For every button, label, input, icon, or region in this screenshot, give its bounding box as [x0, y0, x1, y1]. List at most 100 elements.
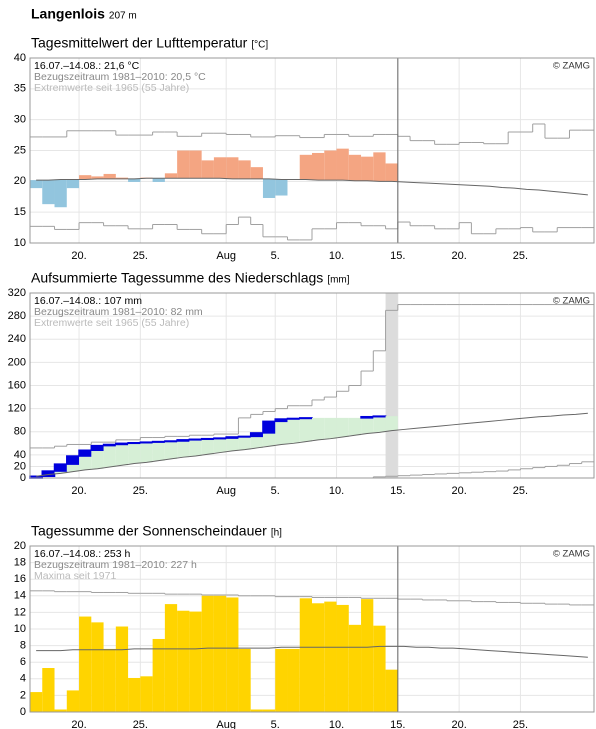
area-fill [361, 416, 374, 434]
x-tick-label: 20. [71, 485, 86, 497]
increment [274, 418, 289, 423]
bar [54, 709, 67, 712]
y-tick-label: 35 [14, 83, 26, 95]
x-tick-label: 20. [71, 719, 86, 729]
area-fill [128, 442, 141, 464]
bar [299, 154, 312, 180]
legend-entry: Bezugszeitraum 1981–2010: 20,5 °C [34, 71, 206, 83]
area-fill [103, 444, 116, 468]
x-tick-label: 10. [329, 485, 344, 497]
bar [177, 610, 190, 712]
y-tick-label: 160 [8, 379, 26, 391]
y-tick-label: 16 [14, 573, 26, 585]
x-tick-label: 20. [451, 250, 466, 262]
bar [213, 157, 227, 179]
x-tick-label: 25. [513, 250, 528, 262]
x-tick-label: 5. [271, 485, 280, 497]
legend-entry: Extremwerte seit 1965 (55 Jahre) [34, 317, 189, 329]
chart-unit: [°C] [251, 40, 268, 51]
y-tick-label: 6 [20, 656, 26, 668]
y-tick-label: 40 [14, 52, 26, 64]
copyright: © ZAMG [553, 296, 590, 307]
area-fill [275, 419, 288, 445]
y-tick-label: 12 [14, 606, 26, 618]
bar [189, 150, 202, 179]
y-tick-label: 120 [8, 403, 26, 415]
increment [127, 441, 142, 445]
chart-title: Tagesmittelwert der Lufttemperatur [31, 35, 248, 51]
y-tick-label: 10 [14, 237, 26, 249]
bar [115, 626, 129, 712]
y-tick-label: 0 [20, 472, 26, 484]
plot-border [29, 545, 595, 713]
reference-line [36, 177, 588, 196]
legend-entry: 16.07.–14.08.: 21,6 °C [34, 60, 140, 72]
bar [140, 676, 153, 712]
y-tick-label: 200 [8, 356, 26, 368]
legend-entry: Bezugszeitraum 1981–2010: 82 mm [34, 306, 203, 318]
y-tick-label: 8 [20, 640, 26, 652]
x-tick-label: 5. [271, 719, 280, 729]
increment [372, 415, 387, 418]
bar [361, 156, 374, 181]
increment [53, 463, 68, 472]
area-fill [115, 443, 129, 466]
y-tick-label: 0 [20, 706, 26, 718]
increment [78, 449, 93, 457]
bar [299, 598, 312, 712]
station-name: Langenlois [31, 6, 105, 22]
increment [188, 438, 203, 441]
x-tick-label: 15. [390, 485, 405, 497]
area-fill [189, 439, 202, 457]
legend-entry: 16.07.–14.08.: 253 h [34, 548, 130, 560]
bar [30, 180, 43, 189]
bar [324, 601, 337, 712]
reference-line [36, 645, 588, 658]
bar [312, 152, 325, 181]
copyright: © ZAMG [553, 549, 590, 560]
bar [213, 595, 227, 712]
y-tick-label: 10 [14, 623, 26, 635]
y-tick-label: 25 [14, 144, 26, 156]
y-tick-label: 20 [14, 175, 26, 187]
x-tick-label: 15. [390, 250, 405, 262]
bar [238, 160, 251, 179]
bar [226, 157, 239, 179]
bar [226, 597, 239, 712]
y-tick-label: 20 [14, 540, 26, 552]
bar [189, 611, 202, 712]
bar [91, 176, 104, 179]
x-tick-label: 5. [271, 250, 280, 262]
legend-entry: 16.07.–14.08.: 107 mm [34, 295, 142, 307]
bar [54, 179, 67, 208]
bar [324, 150, 337, 181]
y-tick-label: 4 [20, 673, 26, 685]
bar [128, 677, 141, 712]
increment [151, 440, 166, 443]
legend-entry: Bezugszeitraum 1981–2010: 227 h [34, 559, 197, 571]
bar [42, 180, 55, 205]
x-tick-label: 20. [71, 250, 86, 262]
increment [90, 444, 105, 451]
chart-unit: [h] [271, 528, 282, 539]
bar [348, 624, 362, 712]
x-tick-label: 25. [513, 485, 528, 497]
area-fill [238, 436, 251, 450]
bar [128, 178, 141, 182]
bar [152, 178, 165, 182]
bar [42, 668, 55, 712]
bar [91, 622, 104, 712]
chart-unit: [mm] [327, 275, 349, 286]
increment [249, 432, 264, 438]
area-fill [164, 441, 178, 459]
increment [286, 417, 301, 420]
copyright: © ZAMG [553, 61, 590, 72]
chart-title: Tagessumme der Sonnenscheindauer [31, 523, 267, 539]
bar [30, 692, 43, 712]
area-fill [226, 436, 239, 451]
increment [298, 417, 313, 420]
x-tick-label: 20. [451, 719, 466, 729]
bar [103, 173, 116, 179]
increment [176, 439, 191, 442]
area-fill [201, 438, 214, 455]
